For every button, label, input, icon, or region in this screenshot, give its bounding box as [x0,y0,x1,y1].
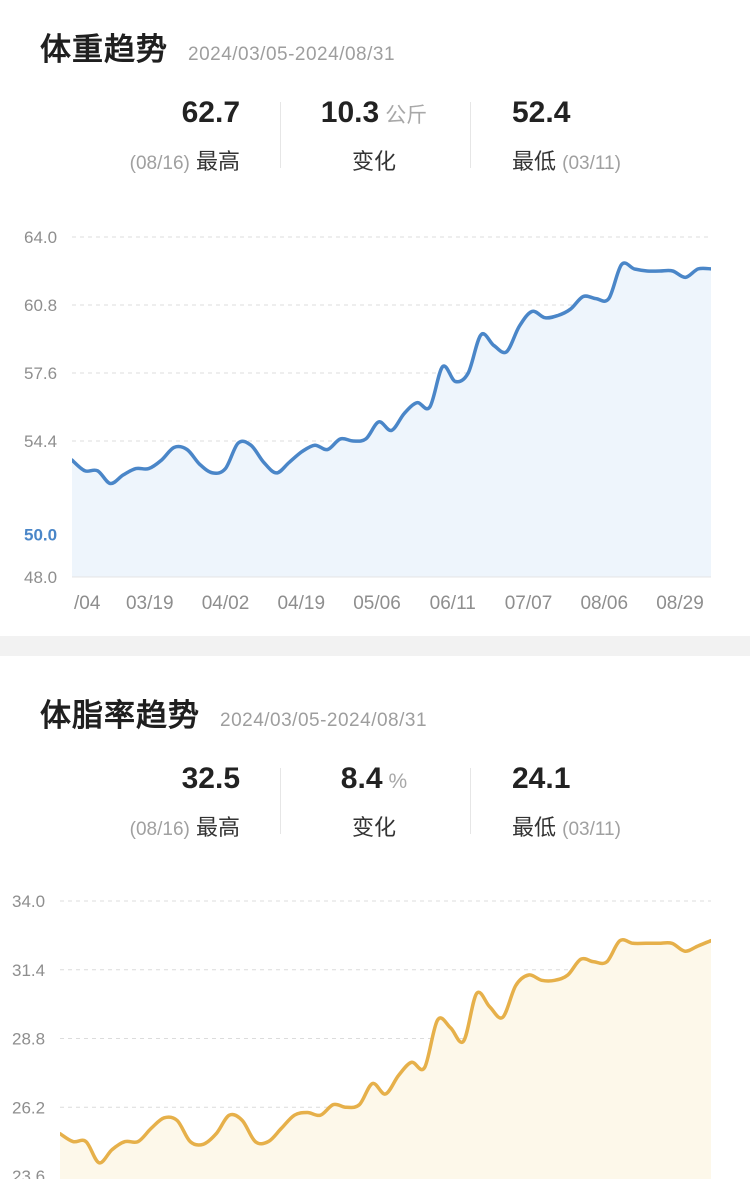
fat-y-tick-label: 31.4 [12,961,45,980]
fat-y-tick-label: 34.0 [12,892,45,911]
weight-y-tick-label: 50.0 [24,526,57,545]
weight-change-unit: 公斤 [385,104,428,127]
weight-title: 体重趋势 [40,32,168,67]
fat-change-stat: 8.4% 变化 [274,762,474,842]
weight-min-date: (03/11) [562,153,621,174]
fat-max-label: 最高 [195,815,240,840]
weight-y-tick-label: 54.4 [24,432,57,451]
weight-area-fill [72,263,711,577]
weight-divider-1 [280,102,281,168]
fat-series-line [60,938,711,1165]
weight-x-tick-label: 04/02 [202,593,250,614]
weight-stats: 62.7 (08/16) 最高 10.3 公斤 变化 52.4 最低 (03/11… [0,96,750,186]
weight-y-tick-label: 60.8 [24,296,57,315]
weight-y-tick-label: 64.0 [24,228,57,247]
weight-x-tick-label: /04 [74,593,101,614]
fat-change-unit: % [388,770,408,793]
fat-divider-2 [470,768,471,834]
weight-min-stat: 52.4 最低 (03/11) [512,96,712,176]
weight-max-stat: 62.7 (08/16) 最高 [40,96,240,176]
fat-divider-1 [280,768,281,834]
weight-min-label: 最低 [512,149,557,174]
fat-min-date: (03/11) [562,819,621,840]
weight-x-tick-label: 05/06 [353,593,401,614]
fat-stats: 32.5 (08/16) 最高 8.4% 变化 24.1 最低 (03/11) [0,762,750,852]
fat-title-row: 体脂率趋势 2024/03/05-2024/08/31 [40,690,427,735]
weight-date-range: 2024/03/05-2024/08/31 [188,44,396,65]
weight-x-tick-label: 08/06 [580,593,628,614]
weight-change-stat: 10.3 公斤 变化 [274,96,474,176]
fat-change-label: 变化 [351,815,396,840]
weight-change-value: 10.3 [320,96,380,129]
fat-change-value: 8.4 [340,762,383,795]
weight-max-value: 62.7 [181,96,240,129]
fat-area-fill [60,939,711,1179]
fat-min-stat: 24.1 最低 (03/11) [512,762,712,842]
weight-x-tick-label: 08/29 [656,593,704,614]
fat-y-tick-label: 26.2 [12,1098,45,1117]
weight-max-date: (08/16) [129,153,190,174]
weight-change-label: 变化 [351,149,396,174]
fat-title: 体脂率趋势 [40,698,200,733]
bodyfat-trend-card: 体脂率趋势 2024/03/05-2024/08/31 32.5 (08/16)… [0,656,750,1179]
fat-y-tick-label: 23.6 [12,1167,45,1179]
weight-x-tick-label: 03/19 [126,593,174,614]
weight-trend-card: 体重趋势 2024/03/05-2024/08/31 62.7 (08/16) … [0,24,750,614]
bodyfat-chart: 34.0 31.4 28.8 26.2 23.6 [12,892,711,1179]
weight-series-line [72,261,711,486]
fat-min-label: 最低 [512,815,557,840]
weight-chart: 64.0 60.8 57.6 54.4 50.0 48.0/04 03/19 04/02 04/… [24,228,711,614]
weight-x-tick-label: 07/07 [505,593,553,614]
weight-min-value: 52.4 [512,96,571,129]
weight-x-tick-label: 06/11 [430,593,476,614]
weight-max-label: 最高 [195,149,240,174]
weight-divider-2 [470,102,471,168]
weight-y-tick-label: 48.0 [24,568,57,587]
fat-min-value: 24.1 [512,762,571,795]
fat-date-range: 2024/03/05-2024/08/31 [220,710,428,731]
fat-max-stat: 32.5 (08/16) 最高 [40,762,240,842]
section-gap [0,636,750,656]
weight-x-tick-label: 04/19 [277,593,325,614]
weight-y-tick-label: 57.6 [24,364,57,383]
fat-max-value: 32.5 [181,762,240,795]
fat-max-date: (08/16) [129,819,190,840]
fat-y-tick-label: 28.8 [12,1030,45,1049]
weight-title-row: 体重趋势 2024/03/05-2024/08/31 [40,24,395,69]
